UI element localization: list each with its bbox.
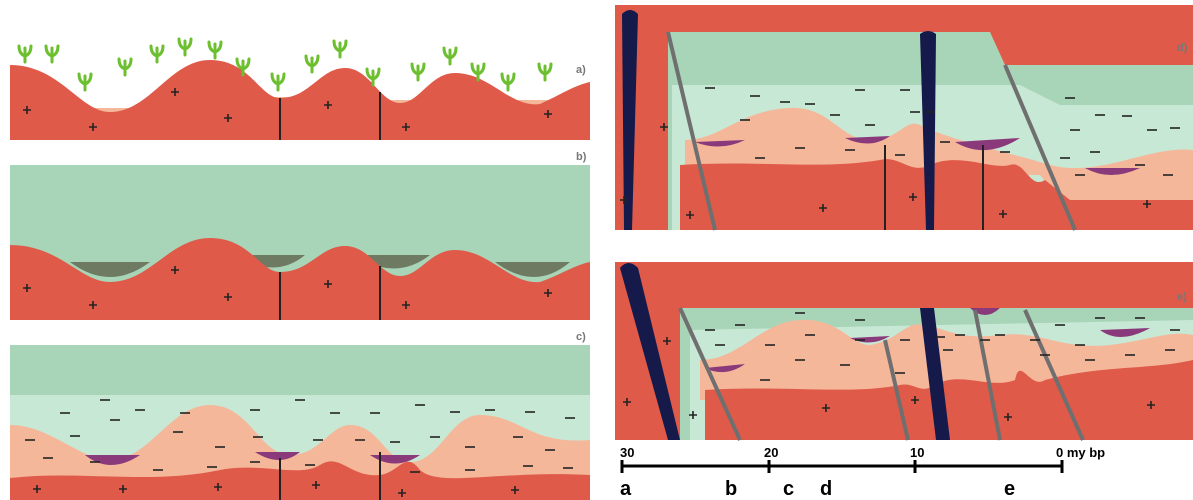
- plant: [46, 46, 58, 62]
- plant: [272, 74, 284, 90]
- stage-label: d: [820, 478, 832, 500]
- stage-label: e: [1004, 478, 1015, 500]
- panel-b: [10, 165, 590, 320]
- plant: [19, 46, 31, 62]
- panel-label: d): [1177, 42, 1188, 54]
- plant: [502, 74, 514, 90]
- basement: [10, 60, 590, 140]
- panel-e: [615, 262, 1193, 440]
- scale-label: 10: [910, 445, 924, 460]
- plant: [119, 59, 131, 75]
- stage-label: a: [620, 478, 632, 500]
- stage-label: c: [783, 478, 794, 500]
- scale-label: 20: [764, 445, 778, 460]
- panel-a: [10, 39, 590, 140]
- plant: [151, 46, 163, 62]
- plant: [79, 74, 91, 90]
- plant: [539, 64, 551, 80]
- panel-label: e): [1177, 291, 1187, 303]
- scale-label: 0 my bp: [1056, 445, 1105, 460]
- panel-c: [10, 345, 590, 500]
- plant: [209, 42, 221, 58]
- plant: [444, 48, 456, 64]
- plant: [412, 64, 424, 80]
- plant: [306, 56, 318, 72]
- plant: [334, 41, 346, 57]
- stage-label: b: [725, 478, 737, 500]
- panel-label: a): [576, 64, 586, 76]
- panel-d: [615, 5, 1193, 230]
- time-scale: 30 20 10 0 my bp a b c d e: [620, 445, 1105, 500]
- figure: a) b) c) d) e) 30 20 10 0 my bp a b c d …: [0, 0, 1193, 500]
- plant: [179, 39, 191, 55]
- panel-label: c): [576, 331, 586, 343]
- scale-label: 30: [620, 445, 634, 460]
- panel-label: b): [576, 151, 587, 163]
